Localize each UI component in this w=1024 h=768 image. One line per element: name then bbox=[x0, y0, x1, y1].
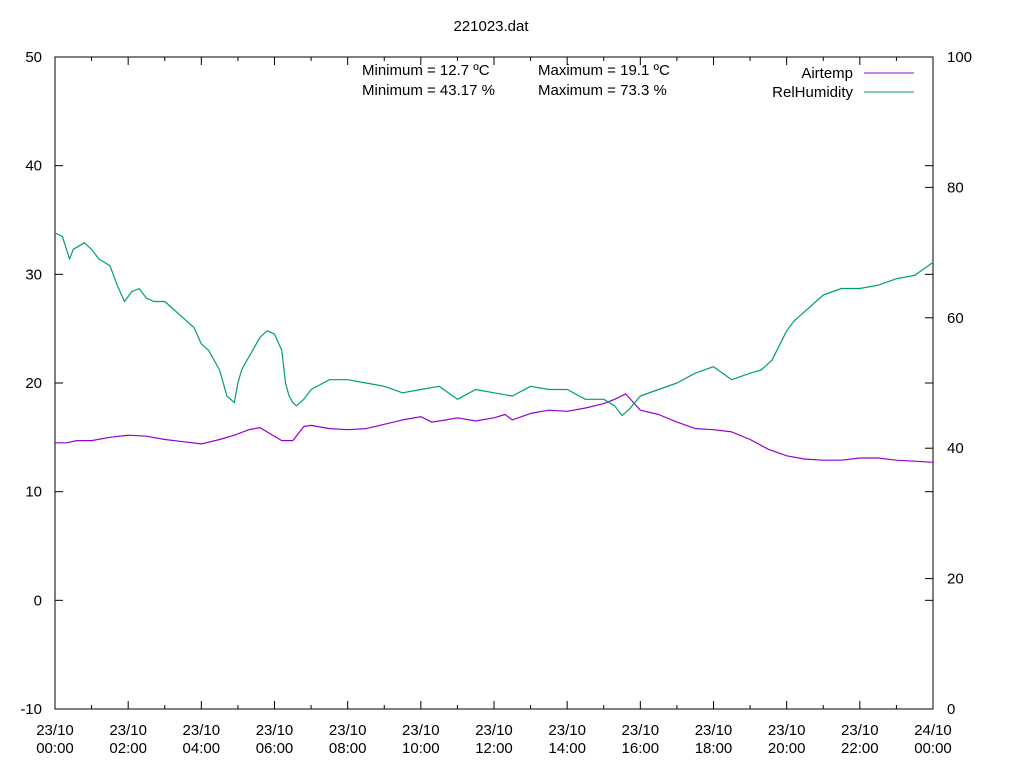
x-tick-label-time: 14:00 bbox=[548, 740, 586, 757]
y2-tick-label: 80 bbox=[947, 179, 964, 196]
y1-tick-label: 50 bbox=[25, 49, 42, 66]
x-tick-label-day: 23/10 bbox=[36, 722, 74, 739]
hum-max-label: Maximum = 73.3 % bbox=[538, 82, 667, 99]
x-tick-label-time: 02:00 bbox=[109, 740, 147, 757]
x-tick-label-time: 12:00 bbox=[475, 740, 513, 757]
x-tick-label-day: 23/10 bbox=[256, 722, 294, 739]
legend-label-relhumidity: RelHumidity bbox=[772, 84, 853, 101]
x-tick-label-day: 23/10 bbox=[329, 722, 367, 739]
x-tick-label-day: 23/10 bbox=[402, 722, 440, 739]
x-tick-label-time: 00:00 bbox=[36, 740, 74, 757]
chart-title: 221023.dat bbox=[453, 18, 529, 35]
series-layer bbox=[54, 232, 934, 463]
series-line-airtemp bbox=[55, 393, 934, 463]
left-axis: -10 0 10 20 30 40 50 bbox=[20, 49, 933, 718]
x-tick-label-day: 23/10 bbox=[475, 722, 513, 739]
x-tick-label-time: 16:00 bbox=[622, 740, 660, 757]
x-axis: 23/1000:0023/1002:0023/1004:0023/1006:00… bbox=[36, 57, 952, 757]
y1-tick-label: 0 bbox=[34, 592, 42, 609]
y1-tick-label: 10 bbox=[25, 484, 42, 501]
y2-tick-label: 100 bbox=[947, 49, 972, 66]
series-line-relhumidity bbox=[54, 232, 934, 417]
x-tick-label-day: 24/10 bbox=[914, 722, 952, 739]
x-tick-label-day: 23/10 bbox=[768, 722, 806, 739]
temp-min-label: Minimum = 12.7 ºC bbox=[362, 62, 490, 79]
x-tick-label-day: 23/10 bbox=[109, 722, 147, 739]
x-tick-label-time: 00:00 bbox=[914, 740, 952, 757]
y1-tick-label: 30 bbox=[25, 266, 42, 283]
y2-tick-label: 40 bbox=[947, 440, 964, 457]
x-tick-label-time: 22:00 bbox=[841, 740, 879, 757]
legend: Airtemp RelHumidity bbox=[772, 65, 914, 101]
y1-tick-label: -10 bbox=[20, 701, 42, 718]
x-tick-label-day: 23/10 bbox=[548, 722, 586, 739]
x-tick-label-time: 10:00 bbox=[402, 740, 440, 757]
y2-tick-label: 0 bbox=[947, 701, 955, 718]
x-tick-label-day: 23/10 bbox=[841, 722, 879, 739]
x-tick-label-time: 06:00 bbox=[256, 740, 294, 757]
x-tick-label-time: 18:00 bbox=[695, 740, 733, 757]
y2-tick-label: 60 bbox=[947, 310, 964, 327]
temp-max-label: Maximum = 19.1 ºC bbox=[538, 62, 670, 79]
hum-min-label: Minimum = 43.17 % bbox=[362, 82, 495, 99]
x-tick-label-time: 08:00 bbox=[329, 740, 367, 757]
y1-tick-label: 20 bbox=[25, 375, 42, 392]
right-axis: 0 20 40 60 80 100 bbox=[925, 49, 972, 718]
plot-border bbox=[54, 56, 934, 710]
stats-annotations: Minimum = 12.7 ºC Maximum = 19.1 ºC Mini… bbox=[362, 62, 670, 99]
x-tick-label-day: 23/10 bbox=[622, 722, 660, 739]
y1-tick-label: 40 bbox=[25, 158, 42, 175]
x-tick-label-time: 20:00 bbox=[768, 740, 806, 757]
legend-label-airtemp: Airtemp bbox=[801, 65, 853, 82]
x-tick-label-day: 23/10 bbox=[695, 722, 733, 739]
y2-tick-label: 20 bbox=[947, 571, 964, 588]
x-tick-label-time: 04:00 bbox=[183, 740, 221, 757]
x-tick-label-day: 23/10 bbox=[183, 722, 221, 739]
